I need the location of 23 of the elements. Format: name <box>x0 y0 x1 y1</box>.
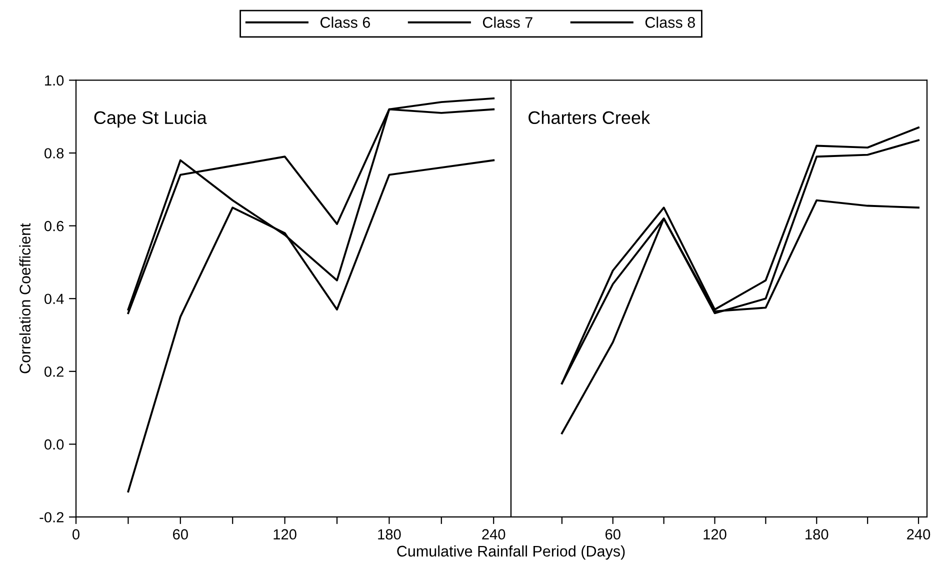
x-tick-label: 180 <box>378 529 401 540</box>
y-tick-label: 1.0 <box>45 75 64 86</box>
x-tick-label: 180 <box>806 529 828 540</box>
x-tick-label: 0 <box>72 529 80 540</box>
y-tick-label: 0.8 <box>44 148 64 158</box>
x-axis-title: Cumulative Rainfall Period (Days) <box>397 545 625 560</box>
x-tick-label: 120 <box>704 529 726 540</box>
text: Cape St Lucia <box>94 110 207 128</box>
x-tick-label: 120 <box>274 529 296 540</box>
x-tick-label: 240 <box>482 529 506 540</box>
y-tick-label: 0.4 <box>44 294 64 304</box>
y-tick-label: 0.6 <box>44 220 64 232</box>
y-tick-label: 0.2 <box>44 366 64 377</box>
legend-label: Class 8 <box>645 16 695 28</box>
y-axis-title: Correlation Coefficient <box>19 223 30 374</box>
legend-label: Class 6 <box>320 16 370 28</box>
x-tick-label: 60 <box>606 529 620 540</box>
x-tick-label: 60 <box>173 529 188 540</box>
x-tick-label: 240 <box>907 529 930 540</box>
legend-label: Class 7 <box>482 16 532 28</box>
y-tick-label: 0.0 <box>44 439 64 450</box>
y-tick-label: -0.2 <box>40 512 64 522</box>
text: Charters Creek <box>528 110 650 124</box>
